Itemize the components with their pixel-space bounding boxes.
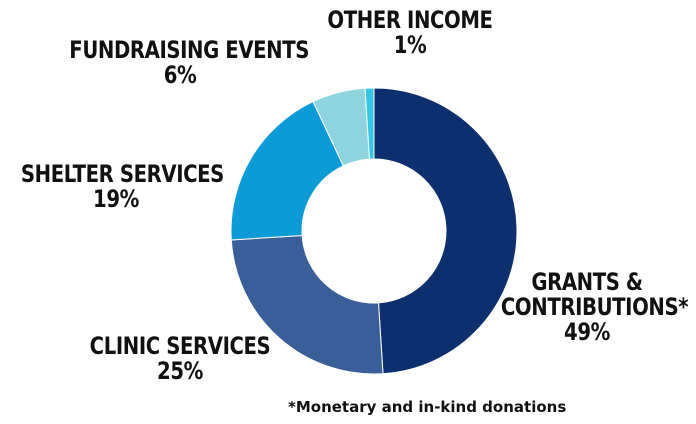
label-shelter-pct: 19%: [21, 187, 211, 212]
donut-slice-grants-contributions: [374, 88, 517, 374]
label-shelter-name: SHELTER SERVICES: [21, 162, 211, 187]
label-fundraising-events: FUNDRAISING EVENTS 6%: [69, 38, 290, 88]
footnote: *Monetary and in-kind donations: [288, 398, 566, 416]
label-grants-name-line1: GRANTS &: [501, 270, 673, 295]
label-other-income-name: OTHER INCOME: [320, 8, 500, 33]
label-other-income-pct: 1%: [320, 33, 500, 58]
label-clinic-name: CLINIC SERVICES: [78, 334, 283, 359]
label-clinic-pct: 25%: [78, 359, 283, 384]
label-clinic-services: CLINIC SERVICES 25%: [78, 334, 283, 384]
label-fundraising-name: FUNDRAISING EVENTS: [69, 38, 290, 63]
label-grants-pct: 49%: [501, 320, 673, 345]
label-grants-contributions: GRANTS & CONTRIBUTIONS* 49%: [501, 270, 673, 346]
label-shelter-services: SHELTER SERVICES 19%: [21, 162, 211, 212]
label-other-income: OTHER INCOME 1%: [320, 8, 500, 58]
label-fundraising-pct: 6%: [69, 63, 290, 88]
label-grants-name-line2: CONTRIBUTIONS*: [501, 295, 673, 320]
